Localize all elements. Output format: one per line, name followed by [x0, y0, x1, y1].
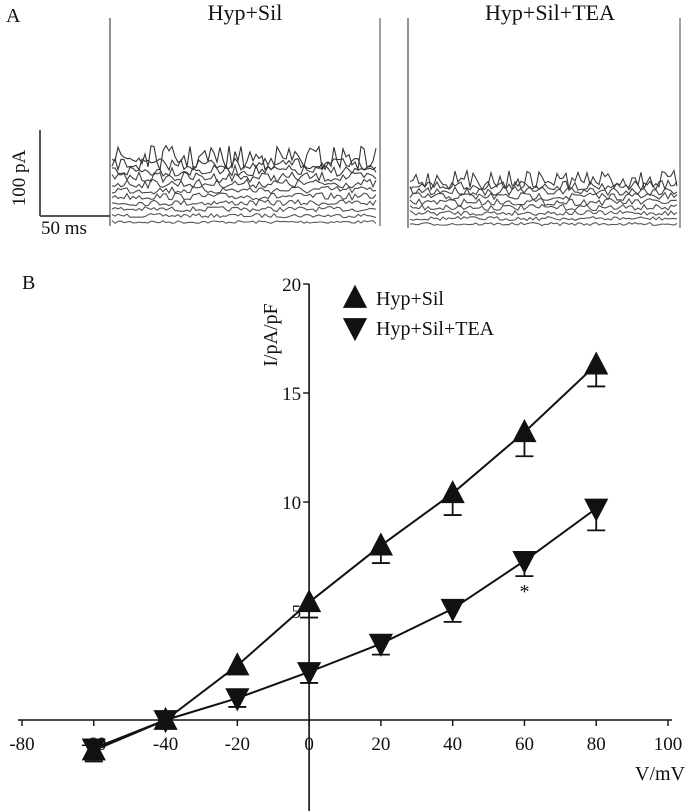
current-trace — [112, 163, 377, 177]
current-trace — [111, 170, 377, 184]
scale-time-label: 50 ms — [41, 218, 87, 239]
current-trace — [409, 179, 678, 192]
data-point — [440, 598, 465, 623]
data-point — [584, 351, 609, 375]
data-point — [225, 652, 250, 676]
series-hyp-sil-tea — [81, 498, 609, 762]
data-point — [440, 480, 465, 504]
scale-current-label: 100 pA — [9, 149, 30, 206]
series-layer: * — [81, 351, 609, 763]
data-point — [297, 662, 322, 686]
data-point — [368, 633, 393, 657]
series-line — [93, 363, 597, 752]
data-point — [153, 710, 178, 734]
current-traces-hyp-sil-tea — [407, 18, 681, 228]
legend-label: Hyp+Sil+TEA — [376, 318, 495, 340]
x-tick-label: 20 — [371, 734, 390, 755]
current-trace — [409, 197, 678, 207]
current-trace — [409, 168, 678, 191]
scale-bar: 100 pA 50 ms — [9, 130, 110, 239]
x-tick-label: -20 — [225, 734, 250, 755]
legend-marker — [342, 284, 368, 308]
current-trace — [111, 178, 377, 190]
y-tick-label: 10 — [282, 493, 301, 514]
panel-a-current-traces: A Hyp+Sil Hyp+Sil+TEA 100 pA 50 ms — [6, 0, 681, 239]
x-tick-label: -40 — [153, 734, 178, 755]
data-point — [81, 738, 106, 762]
x-tick-label: 80 — [587, 734, 606, 755]
current-trace — [111, 212, 377, 219]
current-trace — [111, 198, 377, 207]
data-point — [368, 532, 393, 556]
data-point — [512, 419, 537, 443]
x-tick-label: 60 — [515, 734, 534, 755]
y-tick-label: 15 — [282, 384, 301, 405]
y-axis-label: I/pA/pF — [260, 303, 282, 366]
current-trace — [409, 203, 678, 212]
legend-label: Hyp+Sil — [376, 288, 444, 310]
series-line — [93, 507, 597, 750]
current-trace — [409, 215, 678, 222]
legend: Hyp+Sil Hyp+Sil+TEA — [342, 284, 495, 342]
current-traces-hyp-sil — [109, 18, 381, 226]
x-tick-label: 40 — [443, 734, 462, 755]
significance-marker: * — [519, 581, 529, 603]
current-trace — [111, 191, 377, 202]
y-tick-label: 20 — [282, 275, 301, 296]
current-trace — [111, 185, 377, 195]
data-point — [512, 550, 537, 575]
current-trace — [111, 205, 377, 213]
data-point — [225, 688, 250, 712]
x-tick-label: -80 — [9, 734, 34, 755]
legend-marker — [342, 318, 368, 342]
current-trace — [409, 209, 678, 217]
panel-b-label: B — [22, 272, 35, 294]
current-trace — [409, 191, 678, 202]
x-tick-label: 0 — [304, 734, 314, 755]
right-trace-title: Hyp+Sil+TEA — [485, 0, 615, 25]
current-trace — [409, 185, 678, 197]
current-trace — [409, 221, 678, 227]
data-point — [297, 589, 322, 613]
left-trace-title: Hyp+Sil — [208, 0, 283, 25]
panel-a-label: A — [6, 5, 21, 27]
current-trace — [111, 220, 377, 224]
current-trace — [111, 144, 377, 173]
x-axis-label: V/mV — [635, 763, 686, 785]
x-tick-label: 100 — [654, 734, 683, 755]
data-point — [584, 498, 609, 522]
